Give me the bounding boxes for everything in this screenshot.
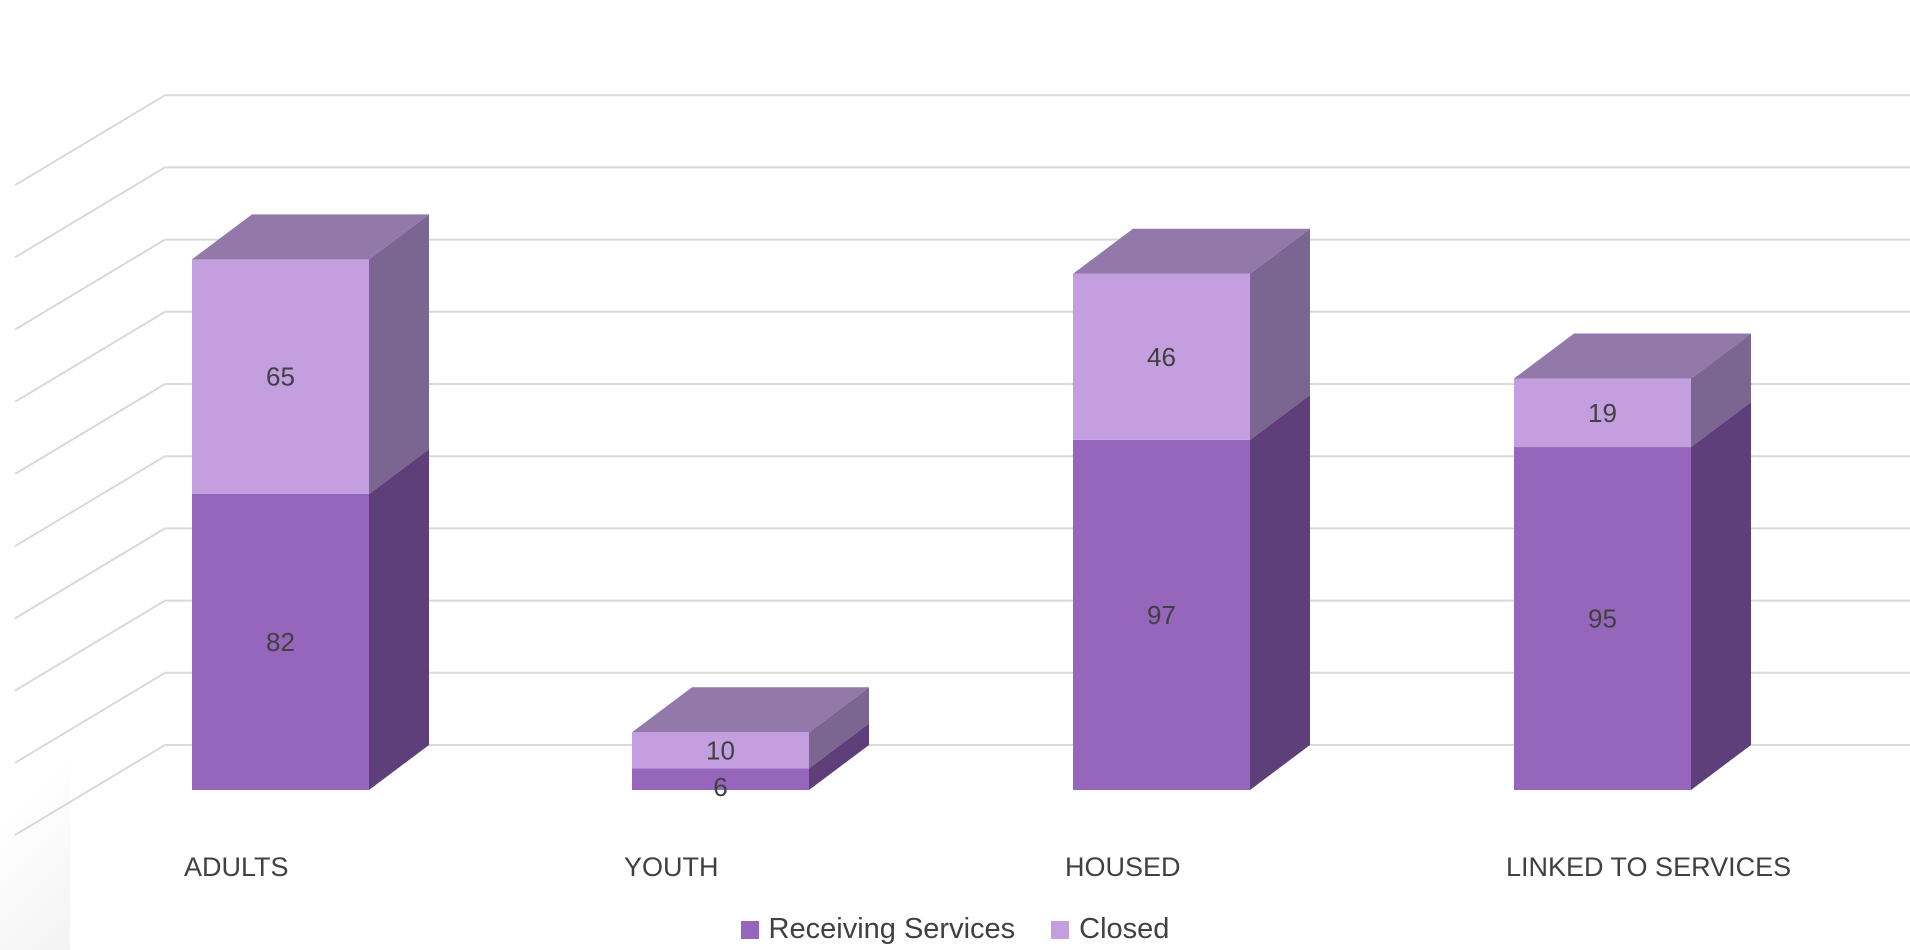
legend-item-receiving: Receiving Services bbox=[740, 913, 1016, 946]
legend-label-closed: Closed bbox=[1079, 913, 1170, 945]
gridline-diag bbox=[14, 383, 166, 475]
data-labels: 82 65 6 10 97 46 95 19 bbox=[266, 342, 1617, 802]
gridline-diag bbox=[14, 599, 166, 692]
bar-top bbox=[632, 687, 869, 733]
category-label: HOUSED bbox=[1065, 852, 1181, 882]
bar-side bbox=[369, 214, 429, 494]
category-label: ADULTS bbox=[184, 852, 289, 882]
bar-side bbox=[1250, 394, 1310, 790]
bar-side bbox=[1691, 402, 1751, 790]
gridline-diag bbox=[14, 455, 166, 548]
gridline-diag bbox=[14, 94, 166, 187]
legend-swatch-receiving bbox=[740, 920, 759, 939]
bar-receiving-1 bbox=[632, 768, 809, 790]
gridline-diag bbox=[14, 671, 166, 764]
bar-side bbox=[809, 687, 869, 769]
gridlines bbox=[14, 94, 1910, 836]
bar-closed-3 bbox=[1514, 378, 1691, 448]
data-label: 97 bbox=[1147, 600, 1176, 630]
legend-label-receiving: Receiving Services bbox=[768, 913, 1016, 945]
data-label: 65 bbox=[266, 362, 295, 392]
bar-closed-0 bbox=[192, 259, 369, 494]
gridline-diag bbox=[14, 744, 166, 836]
data-label: 95 bbox=[1588, 604, 1617, 634]
category-label: LINKED TO SERVICES bbox=[1506, 852, 1791, 882]
bar-receiving-2 bbox=[1073, 439, 1250, 790]
legend: Receiving Services Closed bbox=[0, 913, 1910, 946]
bar-closed-1 bbox=[632, 732, 809, 769]
bar-side bbox=[1691, 333, 1751, 448]
bar-receiving-3 bbox=[1514, 447, 1691, 790]
legend-item-closed: Closed bbox=[1051, 913, 1169, 946]
bars bbox=[192, 214, 1751, 790]
data-label: 46 bbox=[1147, 342, 1176, 372]
data-label: 10 bbox=[706, 735, 735, 765]
gridline-diag bbox=[14, 527, 166, 620]
data-label: 82 bbox=[266, 627, 295, 657]
bar-side bbox=[369, 448, 429, 790]
legend-swatch-closed bbox=[1051, 920, 1070, 939]
corner-shade bbox=[0, 690, 70, 950]
bar-side bbox=[1250, 228, 1310, 440]
bar-top bbox=[192, 214, 429, 260]
gridline-diag bbox=[14, 166, 166, 259]
bar-receiving-0 bbox=[192, 493, 369, 790]
gridline-diag bbox=[14, 310, 166, 403]
gridline-diag bbox=[14, 238, 166, 331]
bar-top bbox=[1073, 228, 1310, 274]
bar-side bbox=[809, 723, 869, 790]
category-label: YOUTH bbox=[624, 852, 719, 882]
data-label: 19 bbox=[1588, 398, 1617, 428]
data-label: 6 bbox=[713, 772, 727, 802]
bar-closed-2 bbox=[1073, 273, 1250, 440]
bar-top bbox=[1514, 333, 1751, 379]
